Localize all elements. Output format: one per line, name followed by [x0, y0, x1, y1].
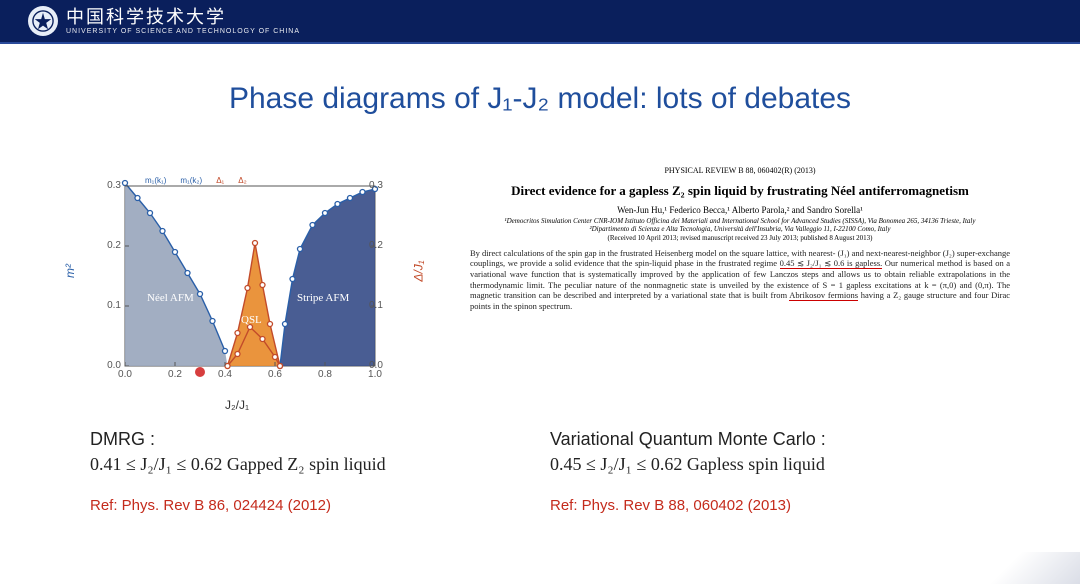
- xtick: 0.8: [318, 369, 332, 380]
- dmrg-method: DMRG :: [90, 429, 510, 450]
- ytick: 0.3: [91, 180, 121, 191]
- paper-excerpt: PHYSICAL REVIEW B 88, 060402(R) (2013) D…: [460, 166, 1020, 312]
- paper-dates: (Received 10 April 2013; revised manuscr…: [460, 234, 1020, 242]
- university-logo-icon: [28, 6, 58, 36]
- region-neel-label: Néel AFM: [147, 292, 194, 304]
- paper-abstract: By direct calculations of the spin gap i…: [460, 248, 1020, 312]
- x-axis-label: J₂/J₁: [225, 398, 249, 412]
- phase-diagram-chart: m₁(k₁) m₁(k₂) Δ₁ Δ₂ m² Δ/J₁ J₂/J₁ 0.00.0…: [85, 174, 405, 394]
- legend-delta2: Δ₂: [238, 176, 246, 185]
- slide-body: Phase diagrams of J₁-J₂ model: lots of d…: [0, 44, 1080, 584]
- university-name-cn: 中国科学技术大学: [66, 8, 300, 26]
- paper-title: Direct evidence for a gapless Z₂ spin li…: [460, 183, 1020, 199]
- y-axis-label-left: m²: [63, 264, 77, 278]
- paper-affil2: ²Dipartimento di Scienza e Alta Tecnolog…: [460, 225, 1020, 233]
- abs-hl2: Abrikosov fermions: [789, 290, 858, 301]
- legend-m1k2: m₁(k₂): [180, 176, 202, 185]
- xtick: 0.4: [218, 369, 232, 380]
- paper-affil1: ¹Democritos Simulation Center CNR-IOM Is…: [460, 217, 1020, 225]
- legend-m1k1: m₁(k₁): [145, 176, 166, 185]
- ytick-right: 0.3: [369, 180, 399, 191]
- dmrg-block: DMRG : 0.41 ≤ J₂/J₁ ≤ 0.62 Gapped Z₂ spi…: [90, 429, 510, 514]
- chart-svg: [85, 174, 405, 394]
- paper-journal: PHYSICAL REVIEW B 88, 060402(R) (2013): [460, 166, 1020, 175]
- slide-title: Phase diagrams of J₁-J₂ model: lots of d…: [0, 82, 1080, 116]
- ytick-right: 0.2: [369, 240, 399, 251]
- ytick: 0.0: [91, 360, 121, 371]
- vqmc-ref: Ref: Phys. Rev B 88, 060402 (2013): [550, 497, 1020, 514]
- footer-corner-decoration: [960, 552, 1080, 584]
- ytick: 0.1: [91, 300, 121, 311]
- region-stripe-label: Stripe AFM: [297, 292, 349, 304]
- vqmc-block: Variational Quantum Monte Carlo : 0.45 ≤…: [550, 429, 1020, 514]
- dmrg-ref: Ref: Phys. Rev B 86, 024424 (2012): [90, 497, 510, 514]
- paper-authors: Wen-Jun Hu,¹ Federico Becca,¹ Alberto Pa…: [460, 205, 1020, 215]
- dmrg-range: 0.41 ≤ J₂/J₁ ≤ 0.62 Gapped Z₂ spin liqui…: [90, 454, 510, 475]
- vqmc-range: 0.45 ≤ J₂/J₁ ≤ 0.62 Gapless spin liquid: [550, 454, 1020, 475]
- header-text: 中国科学技术大学 UNIVERSITY OF SCIENCE AND TECHN…: [66, 8, 300, 35]
- vqmc-method: Variational Quantum Monte Carlo :: [550, 429, 1020, 450]
- university-name-en: UNIVERSITY OF SCIENCE AND TECHNOLOGY OF …: [66, 28, 300, 35]
- xtick: 0.0: [118, 369, 132, 380]
- header-bar: 中国科学技术大学 UNIVERSITY OF SCIENCE AND TECHN…: [0, 0, 1080, 44]
- chart-legend: m₁(k₁) m₁(k₂) Δ₁ Δ₂: [145, 176, 247, 185]
- abs-hl1: 0.45 ≲ J₂/J₁ ≲ 0.6 is gapless.: [780, 258, 883, 269]
- ytick: 0.2: [91, 240, 121, 251]
- region-qsl-label: QSL: [241, 314, 262, 326]
- legend-delta1: Δ₁: [216, 176, 224, 185]
- xtick: 1.0: [368, 369, 382, 380]
- xtick: 0.2: [168, 369, 182, 380]
- ytick-right: 0.1: [369, 300, 399, 311]
- xtick: 0.6: [268, 369, 282, 380]
- y-axis-label-right: Δ/J₁: [411, 260, 425, 281]
